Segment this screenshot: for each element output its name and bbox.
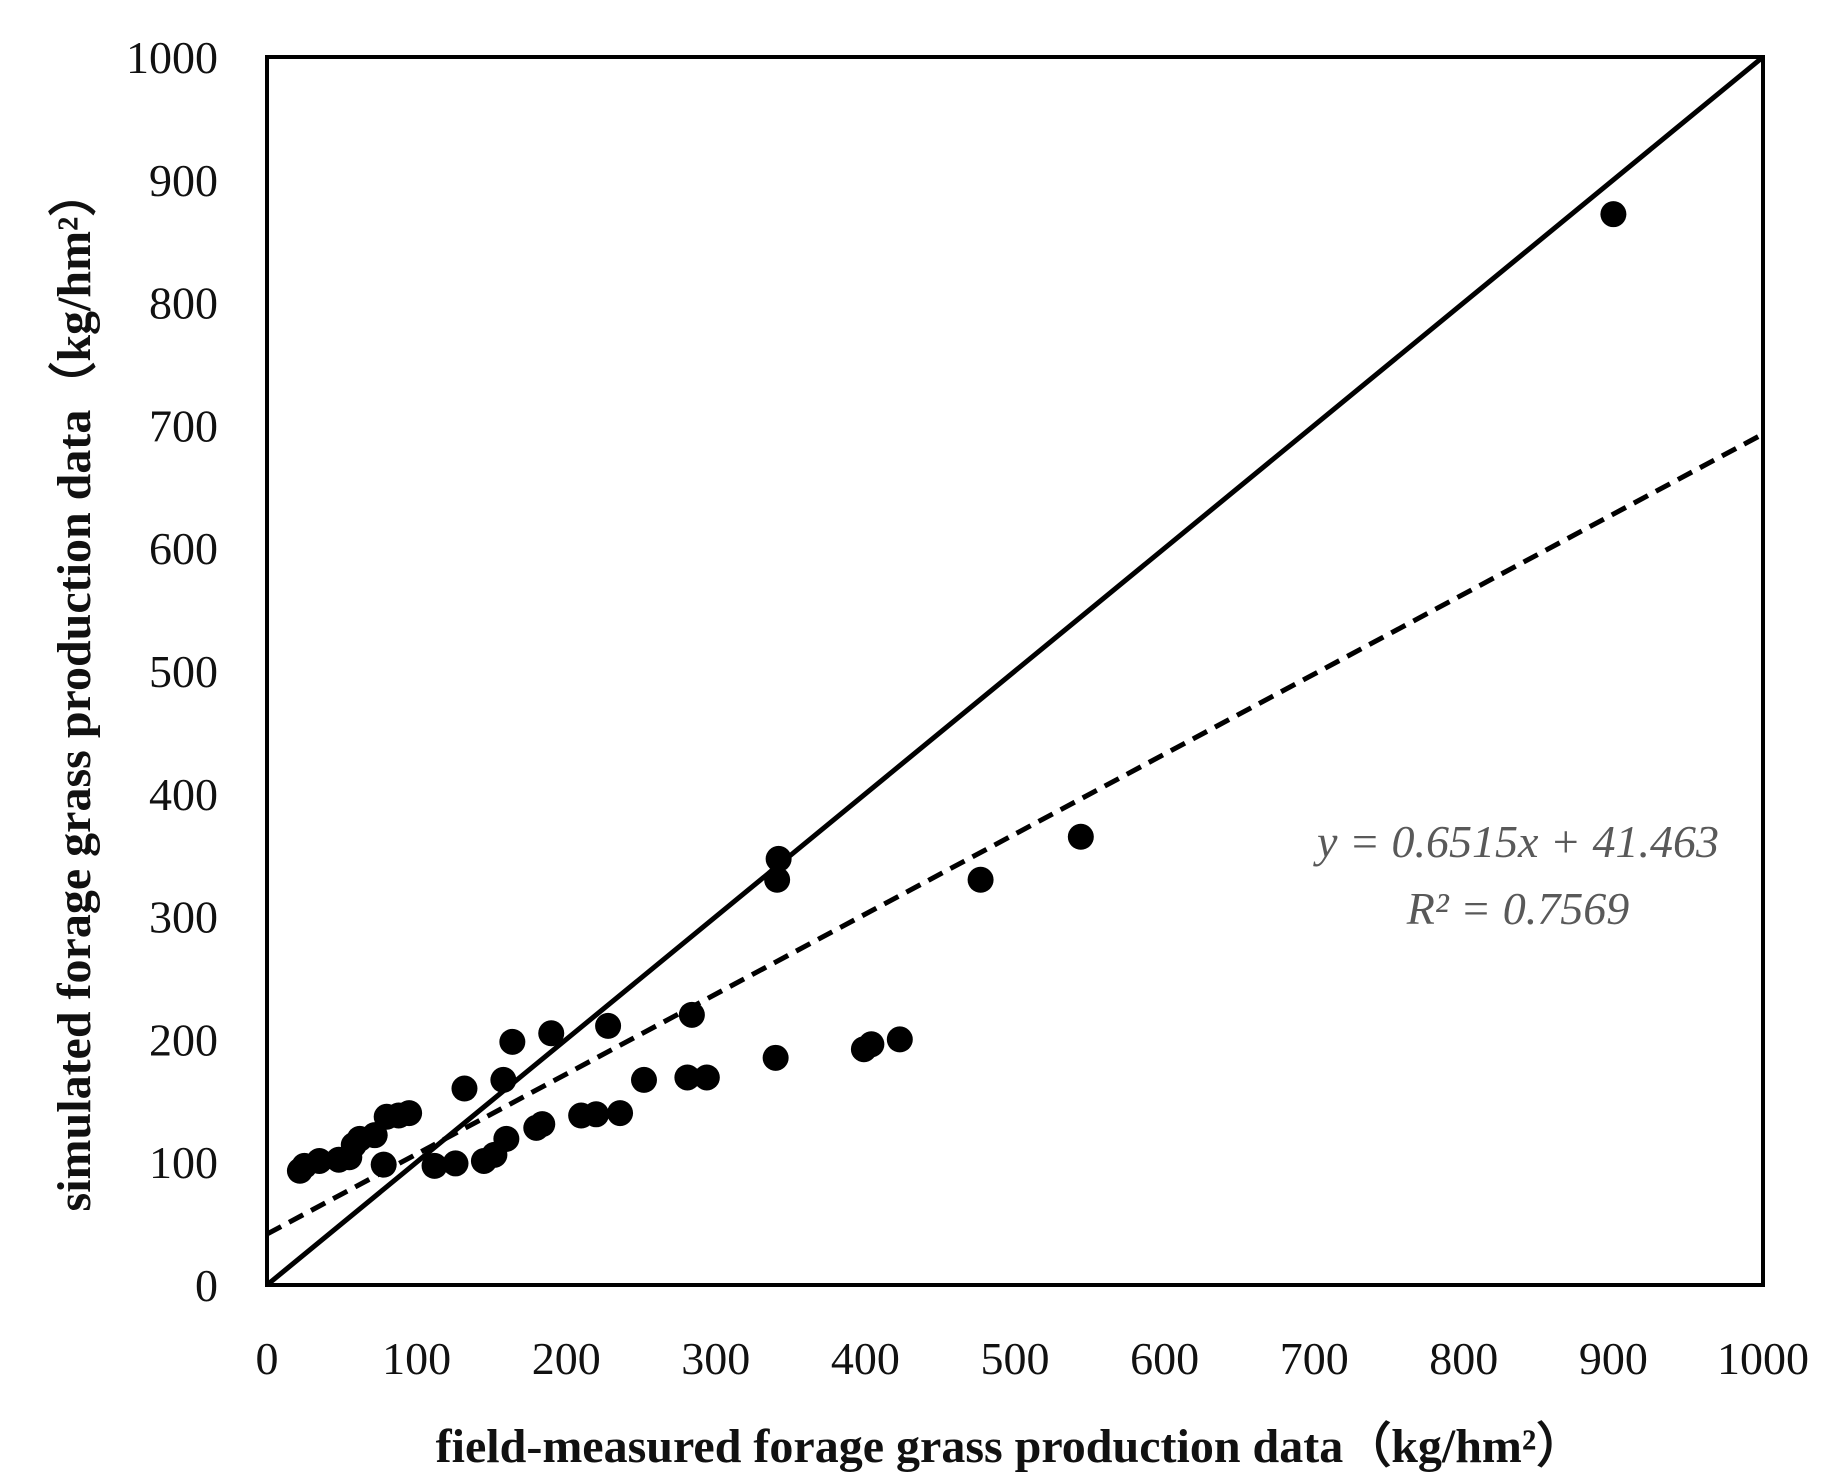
data-point-26: [607, 1100, 634, 1127]
y-tick-label-1000: 1000: [126, 32, 218, 83]
plot-frame: [265, 55, 1765, 1287]
data-point-32: [764, 866, 791, 893]
x-tick-label-400: 400: [831, 1333, 900, 1384]
x-tick-label-600: 600: [1130, 1333, 1199, 1384]
data-point-24: [583, 1101, 610, 1128]
y-tick-label-800: 800: [149, 278, 218, 329]
data-point-18: [493, 1125, 520, 1152]
data-point-31: [762, 1044, 789, 1071]
x-tick-label-1000: 1000: [1717, 1333, 1809, 1384]
y-tick-label-400: 400: [149, 769, 218, 820]
data-point-36: [886, 1026, 913, 1053]
y-tick-label-200: 200: [149, 1014, 218, 1065]
x-axis-title: field-measured forage grass production d…: [436, 1420, 1585, 1473]
x-tick-label-100: 100: [382, 1333, 451, 1384]
data-point-14: [451, 1075, 478, 1102]
data-point-12: [421, 1152, 448, 1179]
regression-equation: y = 0.6515x + 41.463: [1313, 816, 1719, 867]
y-tick-labels: 0 100 200 300 400 500 600 700 800 900 1000: [126, 32, 218, 1311]
data-point-33: [765, 845, 792, 872]
data-point-25: [595, 1012, 622, 1039]
r-squared-label: R² = 0.7569: [1406, 883, 1629, 934]
data-point-19: [499, 1028, 526, 1055]
x-tick-label-900: 900: [1579, 1333, 1648, 1384]
x-tick-label-200: 200: [532, 1333, 601, 1384]
data-point-37: [967, 866, 994, 893]
data-point-7: [361, 1122, 388, 1149]
x-tick-label-800: 800: [1429, 1333, 1498, 1384]
data-point-21: [529, 1111, 556, 1138]
y-tick-label-500: 500: [149, 646, 218, 697]
data-points: [286, 201, 1627, 1184]
data-point-17: [490, 1066, 517, 1093]
x-tick-label-300: 300: [681, 1333, 750, 1384]
x-tick-label-500: 500: [981, 1333, 1050, 1384]
trendline-dashed: [265, 431, 1765, 1237]
data-point-27: [630, 1066, 657, 1093]
x-tick-labels: 0 100 200 300 400 500 600 700 800 900 1000: [256, 1333, 1810, 1384]
y-tick-label-300: 300: [149, 892, 218, 943]
data-point-11: [396, 1100, 423, 1127]
data-point-2: [306, 1147, 333, 1174]
y-tick-label-700: 700: [149, 400, 218, 451]
data-point-38: [1067, 823, 1094, 850]
y-tick-label-0: 0: [195, 1260, 218, 1311]
data-point-8: [370, 1151, 397, 1178]
data-point-39: [1600, 201, 1627, 228]
y-tick-label-600: 600: [149, 523, 218, 574]
x-tick-label-0: 0: [256, 1333, 279, 1384]
y-tick-label-100: 100: [149, 1137, 218, 1188]
data-point-28: [674, 1064, 701, 1091]
data-point-22: [538, 1020, 565, 1047]
x-tick-label-700: 700: [1280, 1333, 1349, 1384]
data-point-30: [693, 1064, 720, 1091]
y-axis-title: simulated forage grass production data（k…: [48, 169, 101, 1212]
y-tick-label-900: 900: [149, 155, 218, 206]
data-point-35: [858, 1031, 885, 1058]
data-point-13: [442, 1150, 469, 1177]
data-point-29: [678, 1001, 705, 1028]
